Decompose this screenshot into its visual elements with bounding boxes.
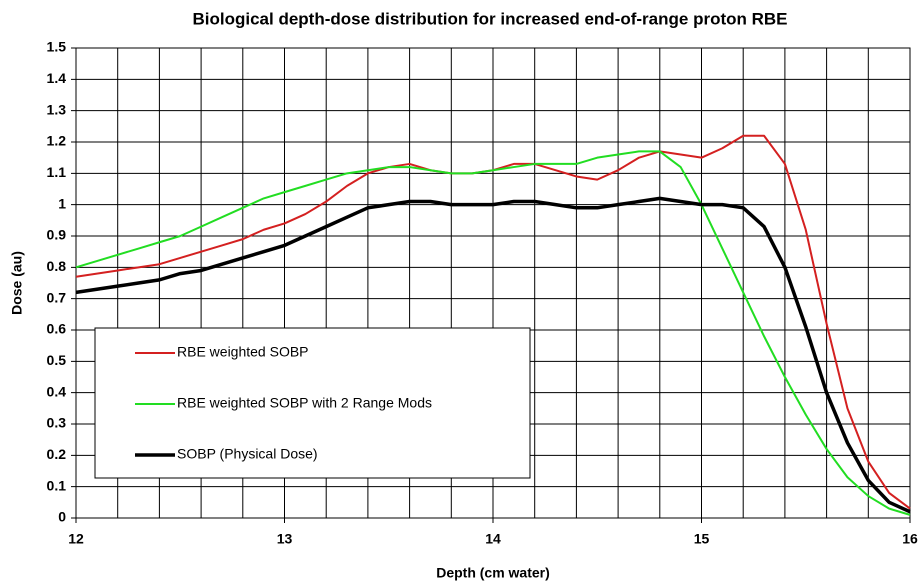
y-tick-label: 1.2 [47, 133, 67, 149]
x-tick-label: 14 [485, 531, 501, 547]
y-tick-label: 0 [58, 509, 66, 525]
y-tick-label: 0.7 [47, 289, 67, 305]
y-tick-label: 1 [58, 195, 66, 211]
y-tick-label: 1.3 [47, 101, 67, 117]
data-line [75, 196, 911, 514]
y-tick-label: 0.2 [47, 446, 67, 462]
y-tick-label: 0.9 [47, 227, 67, 243]
y-tick-label: 0.1 [47, 477, 67, 493]
y-tick-label: 0.3 [47, 415, 67, 431]
y-tick-label: 1.1 [47, 164, 67, 180]
x-tick-label: 13 [277, 531, 293, 547]
y-tick-label: 0.5 [47, 352, 67, 368]
y-tick-label: 0.6 [47, 321, 67, 337]
y-tick-label: 1.5 [47, 39, 67, 55]
x-axis-label: Depth (cm water) [436, 565, 550, 581]
legend-label: RBE weighted SOBP with 2 Range Mods [177, 395, 432, 411]
legend-label: SOBP (Physical Dose) [177, 446, 318, 462]
y-tick-label: 1.4 [47, 70, 67, 86]
chart-title: Biological depth-dose distribution for i… [192, 9, 787, 28]
legend-label: RBE weighted SOBP [177, 344, 309, 360]
data-line [75, 150, 911, 516]
x-tick-label: 15 [694, 531, 710, 547]
y-axis-label: Dose (au) [9, 251, 25, 315]
x-tick-label: 16 [902, 531, 918, 547]
y-tick-label: 0.4 [47, 383, 67, 399]
y-tick-label: 0.8 [47, 258, 67, 274]
x-tick-label: 12 [68, 531, 84, 547]
